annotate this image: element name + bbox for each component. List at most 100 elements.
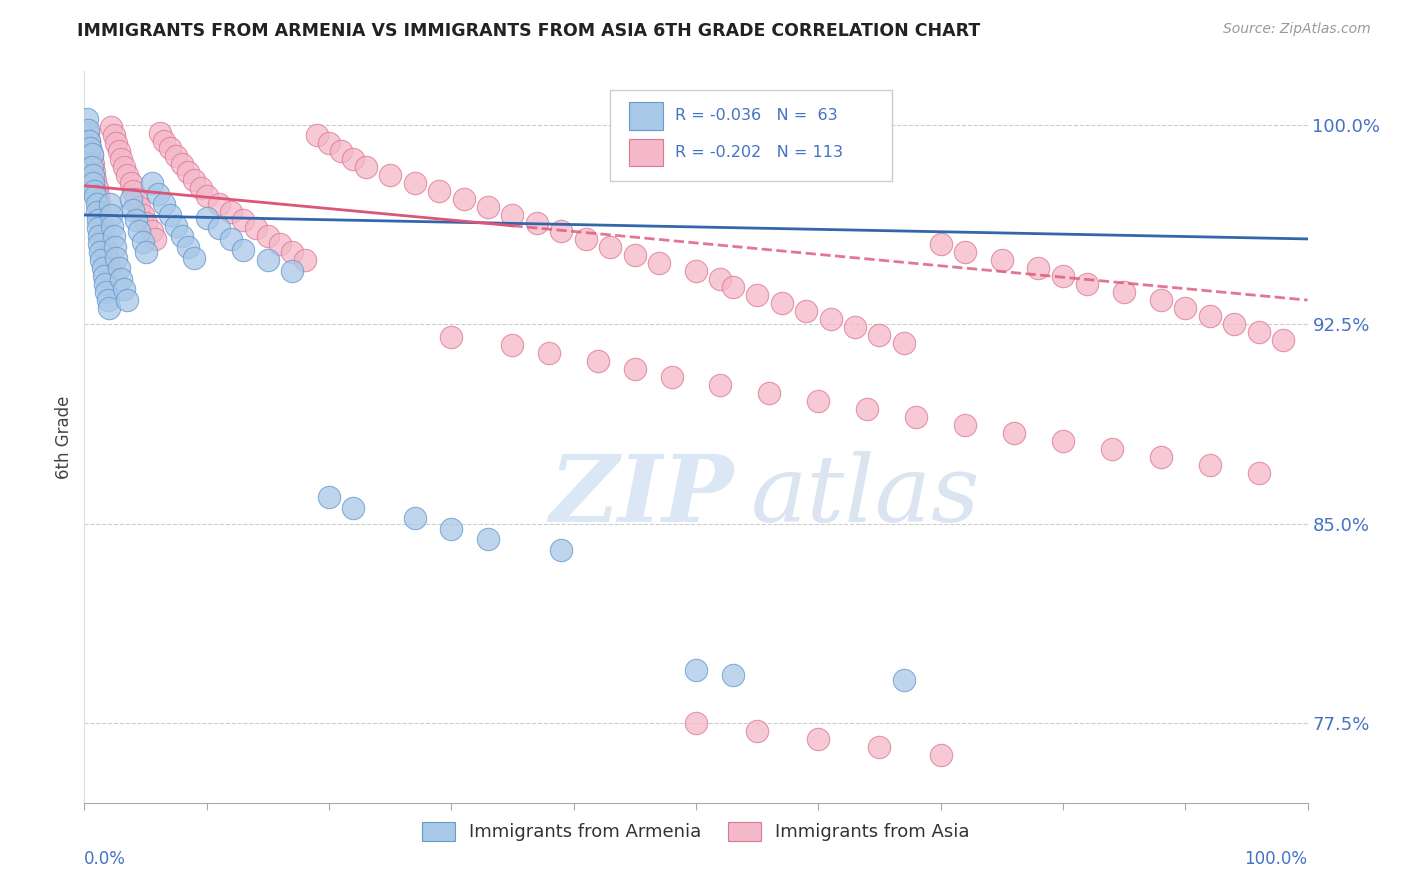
Point [844, 319, 866, 334]
Point [90, 253, 112, 268]
Point [79, 141, 101, 155]
Point [195, 211, 218, 225]
Point [1247, 325, 1270, 339]
Point [103, 229, 125, 244]
Point [502, 208, 524, 222]
Point [112, 160, 135, 174]
Point [721, 668, 744, 682]
Point [94, 277, 117, 292]
Point [330, 144, 353, 158]
Point [91, 221, 114, 235]
Point [83, 184, 105, 198]
Point [453, 192, 475, 206]
Point [550, 543, 572, 558]
Point [354, 160, 377, 174]
Point [135, 245, 157, 260]
Point [1076, 277, 1098, 292]
Text: R = -0.202   N = 113: R = -0.202 N = 113 [675, 145, 844, 160]
Point [165, 149, 187, 163]
Point [648, 256, 671, 270]
Point [342, 500, 364, 515]
Point [122, 202, 145, 217]
Point [172, 157, 194, 171]
Point [104, 240, 127, 254]
Point [172, 229, 194, 244]
Point [77, 134, 100, 148]
Point [89, 205, 111, 219]
Point [575, 232, 598, 246]
Point [165, 219, 187, 233]
Point [87, 197, 110, 211]
Text: 0.0%: 0.0% [84, 850, 127, 868]
Point [342, 152, 364, 166]
Point [93, 269, 115, 284]
Point [219, 232, 242, 246]
Point [153, 134, 176, 148]
Point [586, 354, 609, 368]
Point [427, 184, 450, 198]
Point [97, 293, 120, 307]
Point [125, 213, 148, 227]
Point [153, 197, 176, 211]
Point [269, 237, 291, 252]
Point [97, 253, 120, 268]
Point [893, 335, 915, 350]
Point [1150, 450, 1173, 464]
Point [318, 136, 340, 151]
Point [110, 152, 132, 166]
Point [1114, 285, 1136, 299]
Point [747, 723, 769, 738]
Point [1272, 333, 1295, 347]
Point [232, 243, 254, 257]
Point [135, 216, 157, 230]
Point [1052, 434, 1074, 448]
Point [257, 229, 280, 244]
Point [281, 245, 304, 260]
Point [953, 418, 976, 433]
Point [77, 126, 100, 140]
Point [624, 362, 647, 376]
Text: 100.0%: 100.0% [1244, 850, 1308, 868]
Point [807, 394, 830, 409]
Point [82, 168, 104, 182]
Point [929, 747, 952, 762]
Point [232, 213, 254, 227]
Point [82, 157, 104, 171]
Point [794, 303, 817, 318]
Point [526, 216, 548, 230]
Point [1174, 301, 1197, 315]
Point [89, 245, 111, 260]
Point [281, 264, 304, 278]
Point [115, 168, 138, 182]
Point [502, 338, 524, 352]
Point [141, 176, 163, 190]
Point [80, 146, 103, 161]
Point [141, 224, 163, 238]
Point [380, 168, 402, 182]
Point [96, 245, 118, 260]
Point [257, 253, 280, 268]
Point [86, 181, 108, 195]
Point [87, 189, 110, 203]
Point [758, 386, 780, 401]
Text: Source: ZipAtlas.com: Source: ZipAtlas.com [1223, 22, 1371, 37]
Point [110, 272, 132, 286]
Point [122, 184, 145, 198]
Point [90, 213, 112, 227]
Point [80, 149, 103, 163]
Point [219, 205, 242, 219]
Point [869, 739, 891, 754]
Point [953, 245, 976, 260]
Point [1223, 317, 1246, 331]
Point [87, 213, 110, 227]
Point [685, 264, 707, 278]
Point [107, 144, 129, 158]
Point [404, 176, 426, 190]
Point [87, 221, 110, 235]
Point [477, 200, 499, 214]
Point [305, 128, 328, 143]
Point [770, 295, 793, 310]
Point [1028, 261, 1050, 276]
Point [294, 253, 316, 268]
FancyBboxPatch shape [628, 138, 664, 167]
